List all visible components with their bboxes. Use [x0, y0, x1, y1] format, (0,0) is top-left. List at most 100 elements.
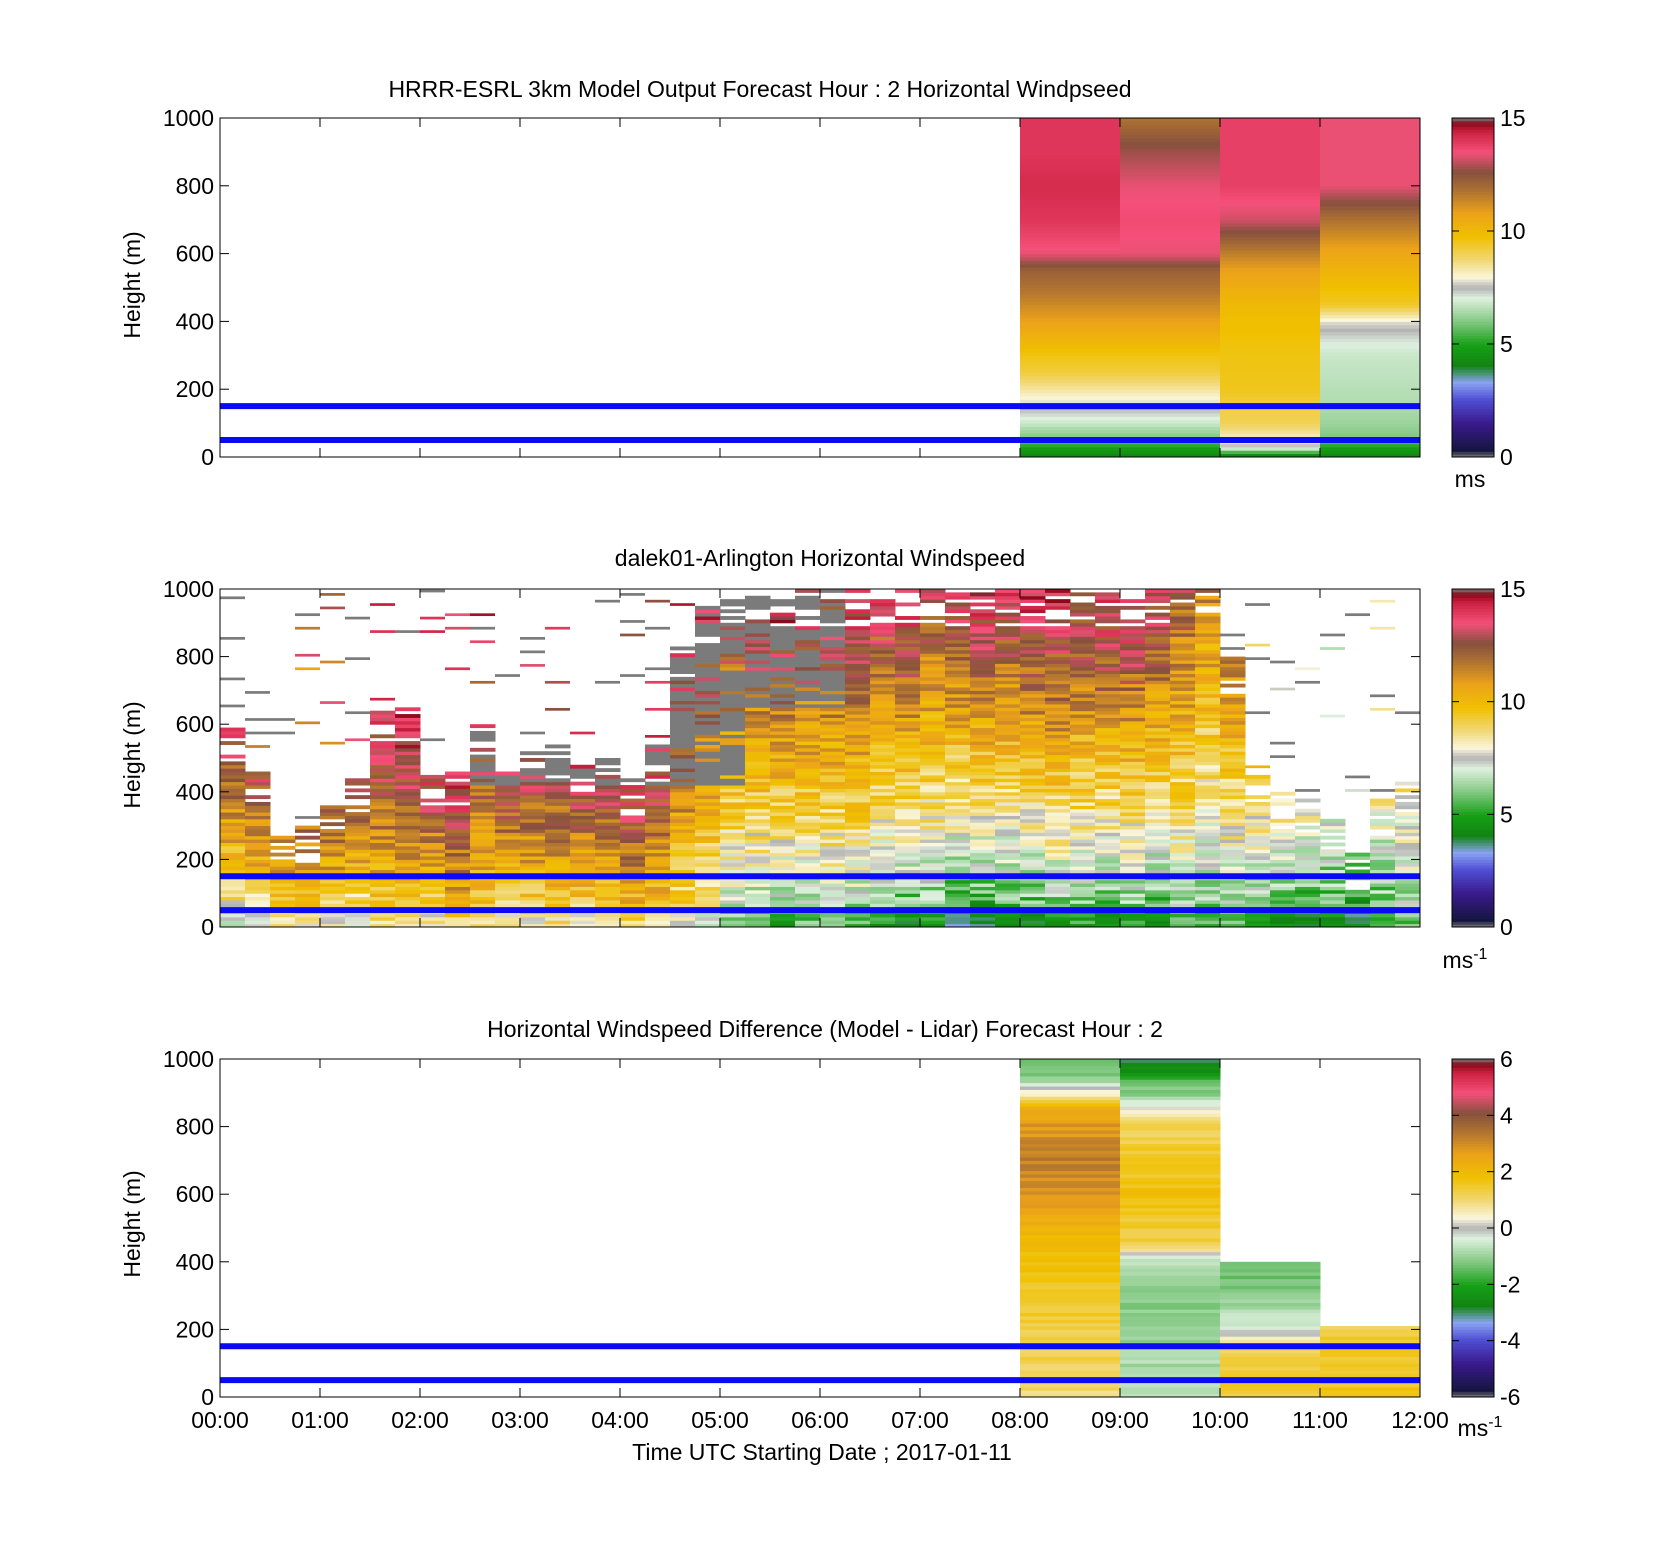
heatmap-cell: [1220, 379, 1321, 383]
heatmap-cell: [770, 916, 796, 921]
heatmap-cell: [1070, 700, 1096, 705]
heatmap-cell: [995, 663, 1021, 668]
heatmap-cell: [1120, 1102, 1221, 1107]
heatmap-cell: [1020, 155, 1121, 160]
heatmap-cell: [995, 869, 1021, 874]
heatmap-cell: [1395, 828, 1421, 833]
heatmap-cell: [345, 788, 371, 793]
heatmap-cell: [1020, 632, 1046, 637]
heatmap-cell: [1120, 886, 1146, 891]
heatmap-cell: [1195, 774, 1221, 779]
heatmap-cell: [370, 913, 396, 918]
heatmap-cell: [1020, 426, 1121, 431]
heatmap-cell: [895, 653, 921, 658]
heatmap-cell: [495, 893, 521, 898]
heatmap-cell: [720, 629, 746, 634]
heatmap-cell: [1020, 1197, 1121, 1202]
heatmap-cell: [1070, 771, 1096, 776]
heatmap-cell: [845, 818, 871, 823]
heatmap-cell: [1020, 324, 1121, 329]
heatmap-cell: [395, 825, 421, 830]
heatmap-cell: [1095, 609, 1121, 614]
heatmap-cell: [945, 778, 971, 783]
heatmap-cell: [570, 774, 596, 779]
heatmap-cell: [820, 649, 846, 654]
colorbar-segment: [1452, 166, 1494, 170]
heatmap-cell: [1045, 761, 1071, 766]
heatmap-cell: [1095, 629, 1121, 634]
heatmap-cell: [420, 825, 446, 830]
heatmap-cell: [395, 916, 421, 921]
heatmap-cell: [770, 646, 796, 651]
heatmap-cell: [1045, 703, 1071, 708]
heatmap-cell: [1070, 835, 1096, 840]
heatmap-cell: [1145, 663, 1171, 668]
heatmap-cell: [970, 612, 996, 617]
heatmap-cell: [1045, 720, 1071, 725]
heatmap-cell: [920, 774, 946, 779]
heatmap-cell: [1170, 869, 1196, 874]
colorbar-segment: [1452, 755, 1494, 759]
heatmap-cell: [220, 866, 246, 871]
heatmap-cell: [945, 670, 971, 674]
heatmap-cell: [1220, 1359, 1321, 1364]
heatmap-cell: [1320, 1390, 1421, 1395]
heatmap-cell: [795, 649, 821, 654]
heatmap-cell: [645, 916, 671, 921]
heatmap-cell: [1320, 212, 1421, 217]
heatmap-cell: [770, 717, 796, 722]
heatmap-cell: [820, 683, 846, 688]
heatmap-cell: [1020, 1136, 1121, 1141]
heatmap-cell: [1070, 822, 1096, 827]
heatmap-cell: [1195, 815, 1221, 820]
heatmap-cell: [1295, 916, 1321, 921]
colorbar-segment: [1452, 1182, 1494, 1187]
heatmap-cell: [1320, 345, 1421, 350]
heatmap-cell: [1020, 124, 1121, 129]
heatmap-cell: [1320, 426, 1421, 431]
heatmap-cell: [445, 849, 471, 854]
heatmap-cell: [1070, 879, 1096, 884]
heatmap-cell: [1095, 845, 1121, 850]
heatmap-cell: [1170, 832, 1196, 837]
heatmap-cell: [1120, 260, 1221, 265]
heatmap-cell: [220, 754, 246, 759]
heatmap-cell: [1295, 798, 1321, 803]
heatmap-cell: [995, 707, 1021, 712]
heatmap-cell: [1170, 791, 1196, 796]
heatmap-cell: [845, 879, 871, 884]
heatmap-cell: [970, 869, 996, 874]
heatmap-cell: [1120, 294, 1221, 299]
heatmap-cell: [995, 683, 1021, 688]
heatmap-cell: [695, 839, 721, 843]
heatmap-cell: [770, 903, 796, 908]
heatmap-cell: [770, 663, 796, 668]
heatmap-cell: [795, 896, 821, 901]
heatmap-cell: [945, 791, 971, 796]
heatmap-cell: [1195, 866, 1221, 871]
heatmap-cell: [970, 673, 996, 678]
heatmap-cell: [895, 903, 921, 908]
heatmap-cell: [1370, 862, 1396, 867]
heatmap-cell: [945, 828, 971, 833]
heatmap-cell: [1270, 920, 1296, 925]
heatmap-cell: [1120, 1129, 1221, 1134]
heatmap-cell: [370, 920, 396, 925]
heatmap-cell: [395, 717, 421, 722]
colorbar-segment: [1452, 134, 1494, 139]
heatmap-cell: [1120, 1261, 1221, 1266]
heatmap-cell: [995, 758, 1021, 762]
heatmap-cell: [1020, 409, 1121, 414]
heatmap-cell: [645, 822, 671, 827]
heatmap-cell: [1095, 920, 1121, 925]
heatmap-cell: [295, 886, 321, 891]
heatmap-cell: [820, 639, 846, 644]
heatmap-cell: [870, 869, 896, 874]
heatmap-cell: [1120, 1305, 1221, 1310]
heatmap-cell: [1320, 175, 1421, 180]
heatmap-cell: [1070, 832, 1096, 837]
heatmap-cell: [270, 859, 296, 864]
heatmap-cell: [1270, 791, 1296, 796]
heatmap-cell: [820, 707, 846, 712]
heatmap-cell: [1220, 730, 1246, 735]
